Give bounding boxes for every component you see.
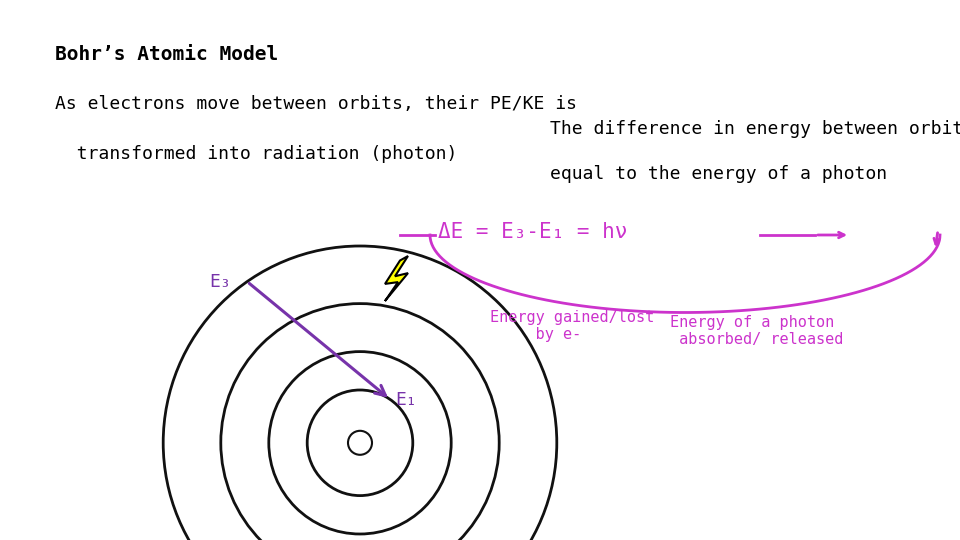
Text: E₁: E₁ (396, 390, 417, 409)
Polygon shape (385, 256, 408, 301)
Text: ΔE = E₃-E₁ = hν: ΔE = E₃-E₁ = hν (438, 222, 628, 242)
Text: equal to the energy of a photon: equal to the energy of a photon (550, 165, 887, 183)
Text: As electrons move between orbits, their PE/KE is: As electrons move between orbits, their … (55, 95, 577, 113)
Text: The difference in energy between orbits is: The difference in energy between orbits … (550, 120, 960, 138)
Text: Energy of a photon
 absorbed/ released: Energy of a photon absorbed/ released (670, 315, 844, 347)
Text: E₃: E₃ (209, 273, 230, 291)
Text: Bohr’s Atomic Model: Bohr’s Atomic Model (55, 45, 278, 64)
Text: transformed into radiation (photon): transformed into radiation (photon) (55, 145, 457, 163)
Text: Energy gained/lost
     by e-: Energy gained/lost by e- (490, 310, 655, 342)
